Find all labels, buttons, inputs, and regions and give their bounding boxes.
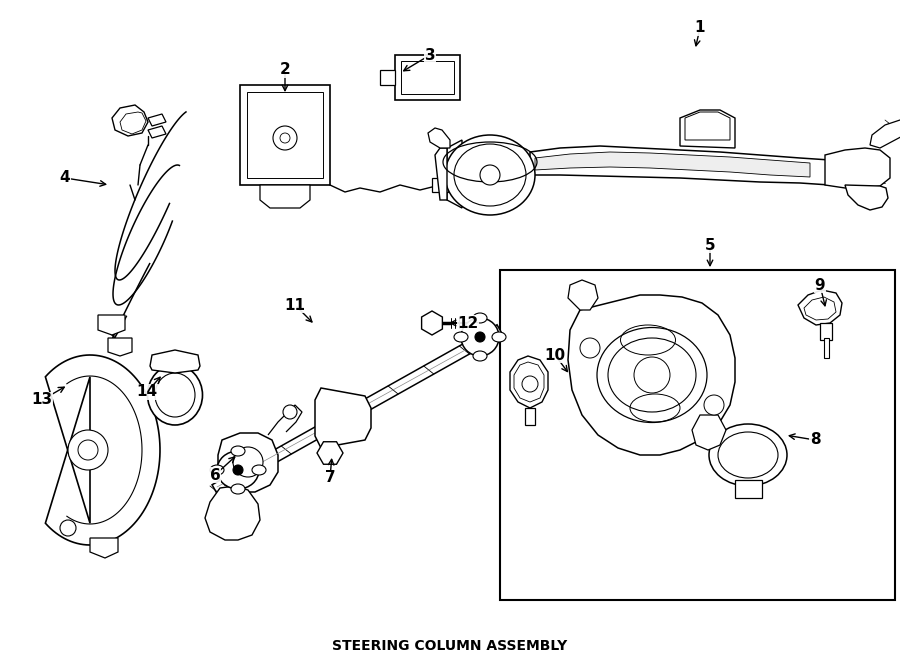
Polygon shape bbox=[535, 152, 810, 177]
Ellipse shape bbox=[608, 338, 696, 412]
Polygon shape bbox=[447, 140, 462, 208]
Text: 5: 5 bbox=[705, 237, 716, 253]
Polygon shape bbox=[108, 338, 132, 356]
Polygon shape bbox=[824, 338, 829, 358]
Polygon shape bbox=[692, 415, 726, 450]
Ellipse shape bbox=[597, 327, 707, 422]
Polygon shape bbox=[798, 290, 842, 325]
Ellipse shape bbox=[709, 424, 787, 486]
Polygon shape bbox=[268, 405, 302, 435]
Polygon shape bbox=[820, 323, 832, 340]
Ellipse shape bbox=[454, 332, 468, 342]
Polygon shape bbox=[401, 61, 454, 94]
Circle shape bbox=[634, 357, 670, 393]
Text: 9: 9 bbox=[814, 278, 825, 293]
Circle shape bbox=[78, 440, 98, 460]
Ellipse shape bbox=[210, 465, 224, 475]
Polygon shape bbox=[315, 388, 371, 448]
Circle shape bbox=[704, 395, 724, 415]
Ellipse shape bbox=[155, 373, 195, 417]
Ellipse shape bbox=[473, 351, 487, 361]
Text: 4: 4 bbox=[59, 171, 70, 186]
Text: 7: 7 bbox=[325, 471, 336, 485]
Bar bbox=[500, 270, 895, 600]
Ellipse shape bbox=[461, 318, 499, 356]
Polygon shape bbox=[205, 486, 260, 540]
Polygon shape bbox=[432, 178, 448, 192]
Ellipse shape bbox=[231, 484, 245, 494]
Polygon shape bbox=[870, 120, 900, 148]
Text: 3: 3 bbox=[425, 48, 436, 63]
Polygon shape bbox=[525, 408, 535, 425]
Polygon shape bbox=[510, 356, 548, 408]
Ellipse shape bbox=[148, 365, 202, 425]
Polygon shape bbox=[568, 280, 598, 310]
Circle shape bbox=[68, 430, 108, 470]
Polygon shape bbox=[112, 105, 148, 136]
Circle shape bbox=[522, 376, 538, 392]
Polygon shape bbox=[247, 92, 323, 178]
Polygon shape bbox=[735, 480, 762, 498]
Polygon shape bbox=[395, 55, 460, 100]
Polygon shape bbox=[90, 538, 118, 558]
Text: 8: 8 bbox=[810, 432, 820, 447]
Polygon shape bbox=[825, 148, 890, 188]
Ellipse shape bbox=[445, 135, 535, 215]
Polygon shape bbox=[260, 185, 310, 208]
Circle shape bbox=[273, 126, 297, 150]
Polygon shape bbox=[218, 433, 278, 492]
Circle shape bbox=[580, 338, 600, 358]
Text: 2: 2 bbox=[280, 63, 291, 77]
Text: 10: 10 bbox=[544, 348, 565, 362]
Polygon shape bbox=[148, 126, 166, 138]
Text: 1: 1 bbox=[695, 20, 706, 36]
Polygon shape bbox=[435, 148, 447, 200]
Text: 14: 14 bbox=[137, 385, 157, 399]
Polygon shape bbox=[212, 325, 503, 495]
Text: 6: 6 bbox=[210, 467, 220, 483]
Ellipse shape bbox=[492, 332, 506, 342]
Text: 13: 13 bbox=[32, 393, 52, 407]
Polygon shape bbox=[680, 110, 735, 148]
Polygon shape bbox=[421, 311, 443, 335]
Ellipse shape bbox=[473, 313, 487, 323]
Polygon shape bbox=[845, 185, 888, 210]
Ellipse shape bbox=[718, 432, 778, 478]
Polygon shape bbox=[98, 315, 125, 335]
Circle shape bbox=[233, 465, 243, 475]
Polygon shape bbox=[45, 355, 160, 545]
Circle shape bbox=[283, 405, 297, 419]
Text: 12: 12 bbox=[457, 315, 479, 330]
Circle shape bbox=[475, 332, 485, 342]
Polygon shape bbox=[148, 114, 166, 126]
Ellipse shape bbox=[252, 465, 266, 475]
Polygon shape bbox=[380, 70, 395, 85]
Ellipse shape bbox=[217, 451, 259, 489]
Circle shape bbox=[480, 165, 500, 185]
Text: 11: 11 bbox=[284, 297, 305, 313]
Ellipse shape bbox=[231, 446, 245, 456]
Polygon shape bbox=[568, 295, 735, 455]
Polygon shape bbox=[317, 442, 343, 464]
Polygon shape bbox=[240, 85, 330, 185]
Circle shape bbox=[280, 133, 290, 143]
Circle shape bbox=[233, 447, 263, 477]
Polygon shape bbox=[150, 350, 200, 373]
Polygon shape bbox=[685, 112, 730, 140]
Text: STEERING COLUMN ASSEMBLY: STEERING COLUMN ASSEMBLY bbox=[332, 639, 568, 653]
Polygon shape bbox=[428, 128, 450, 148]
Polygon shape bbox=[530, 146, 830, 185]
Circle shape bbox=[60, 520, 76, 536]
Ellipse shape bbox=[454, 144, 526, 206]
